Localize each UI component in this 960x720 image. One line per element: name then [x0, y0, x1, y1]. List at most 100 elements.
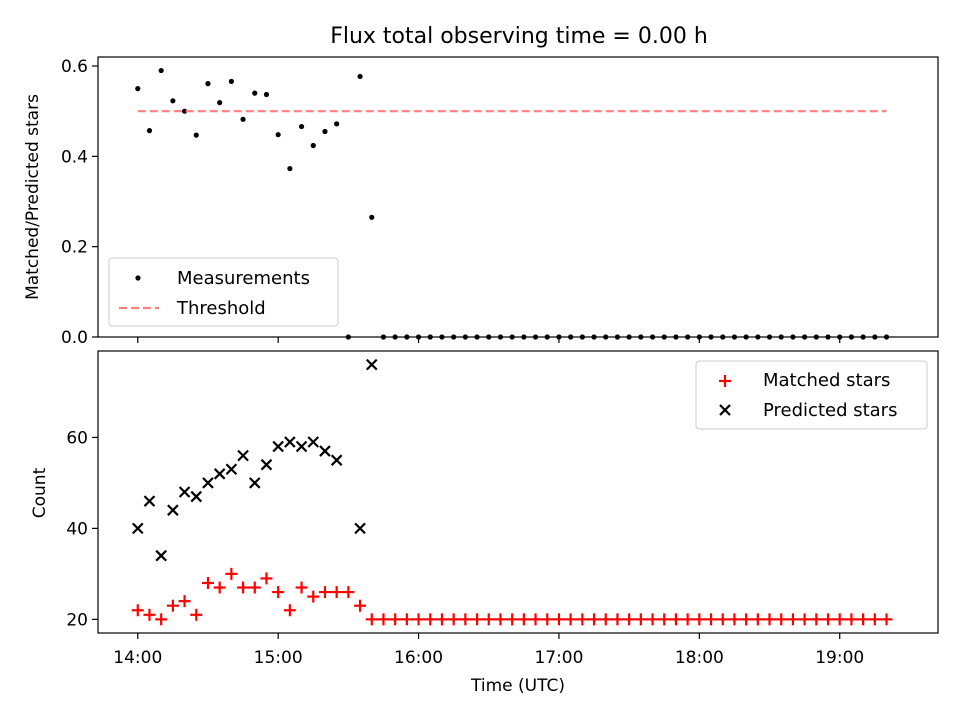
matched-star-point: [400, 613, 413, 626]
legend-threshold-label: Threshold: [176, 298, 266, 319]
matched-star-point: [131, 604, 144, 617]
predicted-star-point: [225, 463, 238, 476]
matched-star-point: [260, 572, 273, 585]
count-panel-xlabel: Time (UTC): [470, 676, 565, 696]
measurement-point: [228, 78, 234, 84]
measurement-point: [252, 90, 258, 96]
matched-star-point: [623, 613, 636, 626]
predicted-star-point: [131, 522, 144, 535]
matched-star-point: [447, 613, 460, 626]
y-tick-label: 20: [66, 610, 88, 630]
matched-star-point: [459, 613, 472, 626]
matched-star-point: [681, 613, 694, 626]
matched-star-point: [541, 613, 554, 626]
measurement-point: [240, 116, 246, 122]
y-tick-label: 0.6: [61, 57, 88, 77]
matched-star-point: [552, 613, 565, 626]
legend-matched-marker: [719, 375, 731, 387]
predicted-star-point: [319, 445, 331, 457]
x-tick-label: 19:00: [815, 648, 864, 668]
legend-measurements-label: Measurements: [177, 268, 310, 289]
matched-star-point: [178, 595, 191, 608]
x-tick-label: 16:00: [394, 648, 443, 668]
chart-title: Flux total observing time = 0.00 h: [330, 24, 708, 49]
count-panel: 14:00 15:00 16:00 17:00 18:00 19:00 20 40 60 Cou…: [30, 350, 939, 696]
matched-star-point: [716, 613, 729, 626]
matched-star-point: [412, 613, 425, 626]
matched-star-point: [810, 613, 823, 626]
matched-star-point: [868, 613, 881, 626]
matched-star-point: [248, 581, 261, 594]
predicted-star-point: [307, 436, 320, 448]
matched-star-point: [798, 613, 811, 626]
matched-star-point: [634, 613, 647, 626]
y-tick-label: 60: [66, 428, 88, 448]
matched-star-point: [576, 613, 589, 626]
x-tick-label: 14:00: [113, 648, 162, 668]
x-tick-label: 17:00: [534, 648, 583, 668]
measurement-point: [310, 142, 316, 149]
matched-star-point: [506, 613, 519, 626]
matched-star-point: [213, 581, 226, 594]
matched-star-point: [763, 613, 776, 626]
matched-star-point: [705, 613, 718, 626]
y-tick-label: 0.0: [61, 328, 88, 348]
matched-star-point: [283, 604, 296, 617]
matched-star-point: [845, 613, 858, 626]
matched-star-point: [354, 599, 367, 612]
matched-star-point: [435, 613, 448, 626]
measurement-point: [205, 81, 211, 87]
matched-star-point: [857, 613, 870, 626]
predicted-star-point: [272, 440, 284, 453]
predicted-star-point: [354, 522, 366, 535]
matched-star-point: [272, 586, 285, 599]
matched-star-point: [295, 581, 308, 594]
matched-star-point: [342, 586, 355, 599]
matched-star-point: [693, 613, 706, 626]
ratio-panel: 0.0 0.2 0.4 0.6 Matched/Predicted stars Mea…: [23, 56, 939, 348]
matched-star-point: [751, 613, 764, 626]
measurement-point: [369, 214, 375, 220]
legend-matched-label: Matched stars: [763, 370, 890, 391]
matched-star-point: [190, 608, 203, 621]
matched-star-point: [529, 613, 542, 626]
matched-star-point: [833, 613, 846, 626]
predicted-star-point: [284, 436, 296, 448]
matched-star-point: [201, 576, 214, 589]
matched-star-point: [599, 613, 612, 626]
measurement-point: [193, 132, 199, 138]
measurement-point: [287, 165, 293, 172]
measurement-point: [275, 132, 281, 138]
matched-star-point: [143, 608, 156, 621]
measurement-point: [158, 67, 164, 74]
matched-star-point: [740, 613, 753, 626]
predicted-star-point: [143, 495, 156, 507]
predicted-star-point: [155, 549, 167, 562]
ratio-panel-frame: [97, 56, 939, 338]
matched-star-point: [880, 613, 893, 626]
measurement-point: [357, 73, 363, 80]
y-tick-label: 0.4: [61, 147, 88, 167]
matched-star-point: [517, 613, 530, 626]
matched-star-point: [166, 599, 179, 612]
measurement-point: [334, 121, 340, 127]
ratio-panel-legend: Measurements Threshold: [108, 257, 339, 327]
matched-star-point: [494, 613, 507, 626]
x-tick-label: 15:00: [254, 648, 303, 668]
predicted-star-point: [237, 449, 249, 462]
legend-predicted-marker: [719, 404, 731, 416]
matched-star-point: [365, 613, 378, 626]
matched-star-point: [786, 613, 799, 626]
measurement-point: [263, 91, 270, 98]
matched-star-point: [669, 613, 682, 626]
predicted-star-point: [260, 458, 273, 471]
predicted-star-point: [365, 358, 378, 371]
matched-star-point: [646, 613, 659, 626]
count-panel-legend: Matched stars Predicted stars: [695, 360, 928, 430]
predicted-star-point: [190, 490, 203, 503]
y-tick-label: 40: [66, 519, 88, 539]
predicted-star-point: [178, 486, 191, 498]
predicted-star-point: [295, 440, 308, 453]
matched-star-point: [389, 613, 402, 626]
